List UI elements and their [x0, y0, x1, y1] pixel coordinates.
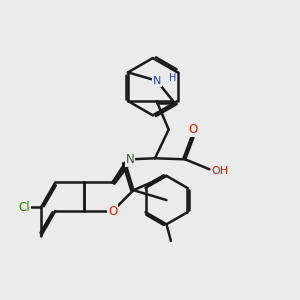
Text: H: H — [169, 74, 176, 83]
Text: Cl: Cl — [19, 201, 30, 214]
Text: O: O — [108, 205, 117, 218]
Text: N: N — [126, 153, 134, 166]
Text: O: O — [189, 123, 198, 136]
Text: N: N — [152, 76, 161, 85]
Text: OH: OH — [212, 167, 229, 176]
